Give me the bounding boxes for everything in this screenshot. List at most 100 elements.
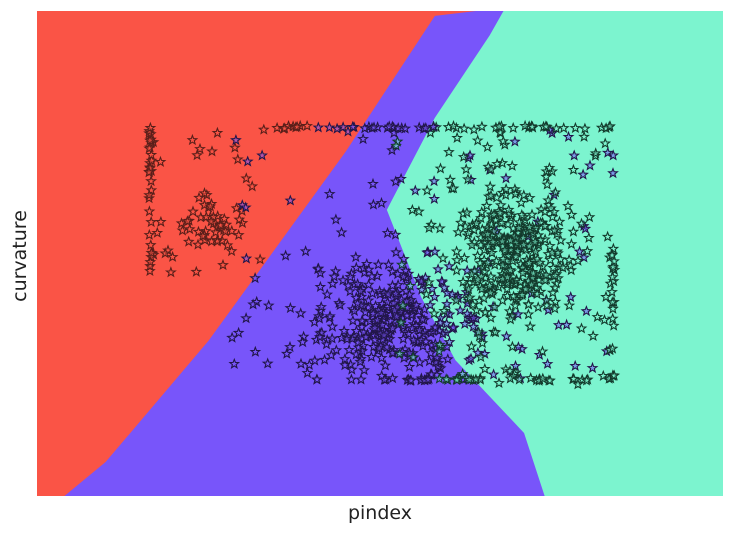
data-point-class-0 — [144, 121, 157, 133]
data-point-class-2 — [579, 122, 591, 134]
data-point-class-2 — [583, 211, 596, 223]
data-point-class-2 — [397, 299, 409, 311]
data-point-class-1 — [330, 344, 343, 356]
data-point-class-1 — [395, 172, 407, 184]
data-point-class-1 — [342, 279, 355, 291]
data-point-class-1 — [382, 288, 395, 300]
data-point-class-1 — [343, 343, 356, 355]
data-point-class-2 — [395, 316, 407, 328]
data-point-class-2 — [608, 255, 620, 267]
data-point-class-0 — [232, 228, 245, 241]
data-point-class-1 — [321, 288, 334, 300]
data-point-class-2 — [598, 313, 611, 326]
data-point-class-2 — [606, 271, 619, 283]
data-point-class-2 — [509, 299, 522, 311]
data-point-class-2 — [546, 246, 559, 258]
data-point-class-1 — [346, 314, 359, 326]
data-point-class-2 — [428, 307, 441, 319]
data-point-class-2 — [390, 139, 402, 151]
data-point-class-1 — [240, 312, 253, 324]
data-point-class-1 — [365, 350, 378, 362]
data-point-class-2 — [475, 282, 488, 294]
data-point-class-1 — [391, 268, 404, 280]
data-point-class-1 — [428, 290, 441, 302]
data-point-class-0 — [233, 213, 246, 225]
data-point-class-2 — [515, 208, 528, 221]
data-point-class-2 — [572, 254, 584, 266]
data-point-class-1 — [447, 321, 460, 333]
data-point-class-0 — [211, 126, 224, 138]
data-point-class-1 — [247, 298, 260, 310]
data-point-class-1 — [371, 269, 384, 281]
data-point-class-2 — [517, 231, 530, 243]
data-point-class-2 — [554, 234, 567, 246]
data-point-class-2 — [479, 306, 492, 318]
data-point-class-1 — [359, 331, 372, 343]
data-point-class-2 — [474, 257, 486, 269]
data-point-class-2 — [557, 122, 570, 134]
data-point-class-2 — [515, 196, 528, 208]
data-point-class-2 — [539, 120, 552, 132]
data-point-class-1 — [229, 134, 242, 146]
data-point-class-2 — [538, 219, 551, 232]
data-point-class-2 — [607, 302, 619, 314]
data-point-class-2 — [444, 173, 457, 185]
data-point-class-1 — [299, 245, 312, 257]
data-point-class-2 — [447, 120, 460, 132]
data-point-class-2 — [504, 365, 516, 377]
data-point-class-2 — [504, 313, 517, 325]
data-point-class-2 — [434, 162, 447, 174]
data-point-class-1 — [464, 149, 476, 161]
data-point-class-2 — [523, 220, 536, 233]
data-point-class-2 — [522, 298, 535, 310]
data-point-class-1 — [367, 177, 379, 189]
data-point-class-1 — [584, 159, 596, 171]
data-point-class-2 — [607, 319, 620, 331]
data-point-class-2 — [462, 173, 474, 185]
data-point-class-0 — [228, 141, 241, 153]
data-point-class-1 — [421, 246, 433, 258]
data-point-class-0 — [218, 212, 231, 224]
data-point-class-1 — [467, 320, 480, 332]
data-point-class-1 — [389, 175, 402, 187]
data-point-class-0 — [193, 191, 205, 203]
data-point-class-1 — [607, 149, 620, 161]
data-point-class-1 — [577, 168, 590, 180]
data-point-class-2 — [606, 342, 619, 354]
data-point-class-0 — [176, 224, 189, 236]
data-point-class-2 — [481, 141, 494, 153]
data-point-class-2 — [489, 277, 502, 289]
data-point-class-1 — [338, 324, 351, 336]
data-point-class-1 — [239, 201, 252, 213]
data-point-class-1 — [360, 257, 373, 269]
data-point-class-2 — [504, 372, 517, 384]
data-point-class-2 — [481, 228, 494, 240]
data-point-class-1 — [434, 316, 447, 328]
data-point-class-1 — [341, 333, 353, 345]
data-point-class-0 — [181, 215, 194, 227]
data-point-class-1 — [601, 146, 614, 158]
data-point-class-1 — [441, 353, 454, 365]
data-point-class-2 — [548, 224, 561, 236]
data-point-class-2 — [462, 283, 475, 295]
data-point-class-1 — [586, 361, 599, 374]
data-point-class-2 — [525, 278, 538, 290]
data-point-class-2 — [569, 121, 582, 134]
data-point-class-2 — [422, 276, 435, 288]
data-point-class-0 — [191, 149, 204, 161]
data-point-class-0 — [143, 166, 155, 178]
data-point-class-1 — [337, 121, 350, 133]
data-point-class-1 — [262, 299, 275, 311]
data-point-class-1 — [350, 348, 363, 360]
data-point-class-1 — [465, 352, 477, 364]
data-point-class-1 — [354, 355, 367, 367]
data-point-class-2 — [485, 270, 497, 282]
data-point-class-2 — [469, 373, 482, 385]
data-point-class-1 — [318, 353, 331, 365]
data-point-class-0 — [206, 145, 218, 157]
data-point-class-2 — [519, 283, 532, 295]
data-point-class-1 — [390, 310, 403, 322]
data-point-class-1 — [357, 326, 370, 338]
data-point-class-1 — [354, 285, 367, 297]
data-point-class-1 — [443, 260, 456, 272]
